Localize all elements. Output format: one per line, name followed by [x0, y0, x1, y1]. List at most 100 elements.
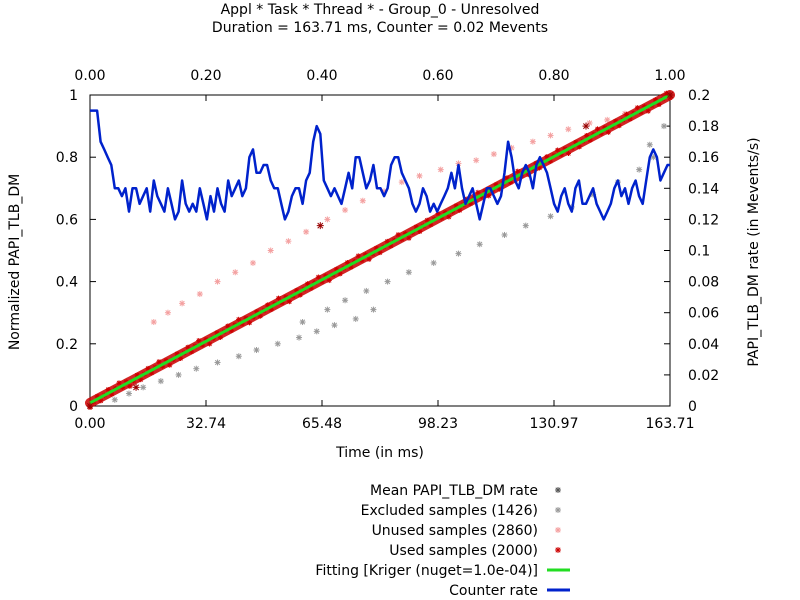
used-sample-point — [457, 207, 463, 213]
used-sample-point — [584, 133, 590, 139]
x-tick-label: 98.23 — [418, 416, 458, 432]
excluded-sample-point — [455, 250, 462, 257]
y-right-tick-label: 0.1 — [688, 244, 710, 260]
y-right-tick-label: 0.08 — [688, 275, 719, 291]
excluded-sample-point — [299, 319, 306, 326]
y-left-tick-label: 0.8 — [56, 150, 78, 166]
excluded-sample-point — [646, 141, 653, 148]
used-sample-point — [297, 292, 303, 298]
excluded-sample-point — [140, 384, 147, 391]
used-sample-point — [315, 274, 321, 280]
used-sample-point — [395, 232, 401, 238]
excluded-sample-point — [111, 396, 118, 403]
used-sample-point — [156, 359, 162, 365]
excluded-sample-point — [660, 123, 667, 130]
used-sample-point — [486, 193, 492, 199]
used-sample-point — [326, 278, 332, 284]
legend-label: Counter rate — [449, 583, 538, 599]
x-tick-label: 0.00 — [74, 416, 105, 432]
used-sample-point — [98, 398, 104, 404]
unused-sample-point — [455, 160, 462, 167]
used-sample-point — [286, 299, 292, 305]
unused-sample-point — [359, 197, 366, 204]
excluded-sample-point — [522, 222, 529, 229]
used-sample-point — [666, 91, 674, 99]
unused-sample-point — [437, 166, 444, 173]
used-sample-point — [225, 323, 231, 329]
used-sample-point — [424, 217, 430, 223]
excluded-sample-point — [342, 297, 349, 304]
used-sample-point — [132, 383, 140, 391]
excluded-sample-point — [235, 353, 242, 360]
unused-sample-point — [196, 291, 203, 298]
used-sample-point — [145, 365, 151, 371]
excluded-sample-point — [193, 365, 200, 372]
used-sample-point — [475, 189, 481, 195]
legend-label: Mean PAPI_TLB_DM rate — [370, 483, 538, 499]
excluded-sample-point — [125, 390, 132, 397]
unused-sample-point — [473, 157, 480, 164]
used-sample-point — [257, 313, 263, 319]
legend-marker-swatch — [555, 507, 561, 513]
excluded-sample-point — [175, 371, 182, 378]
used-sample-point — [504, 175, 510, 181]
excluded-sample-point — [313, 328, 320, 335]
used-sample-point — [537, 165, 542, 171]
used-sample-point — [576, 144, 582, 150]
unused-sample-point — [324, 216, 331, 223]
series-fitting — [89, 93, 671, 405]
series-counter-rate — [90, 109, 670, 221]
y-right-tick-label: 0.04 — [688, 337, 719, 353]
used-sample-point — [207, 341, 213, 347]
x2-tick-label: 0.40 — [306, 68, 337, 84]
excluded-sample-point — [296, 334, 303, 341]
used-sample-point — [178, 356, 184, 362]
used-sample-point — [265, 302, 271, 308]
x2-tick-label: 0.20 — [190, 68, 221, 84]
y-right-axis-label: PAPI_TLB_DM rate (in Mevents/s) — [746, 137, 762, 366]
excluded-sample-point — [214, 359, 221, 366]
used-sample-point — [446, 214, 452, 220]
used-sample-point — [555, 147, 561, 153]
used-sample-point — [645, 108, 651, 114]
used-sample-point — [377, 250, 383, 256]
y-right-ticks: 0 0.02 0.04 0.06 0.08 0.1 0.12 0.14 0.16 0.18 0.2 — [664, 88, 719, 415]
y-left-tick-label: 0 — [69, 399, 78, 415]
legend-marker-swatch — [555, 527, 561, 533]
used-sample-point — [582, 122, 590, 130]
counter-rate-line — [90, 109, 670, 221]
x-tick-label: 65.48 — [302, 416, 342, 432]
legend-marker-swatch — [555, 487, 561, 493]
x2-tick-label: 0.00 — [74, 68, 105, 84]
unused-sample-point — [586, 119, 593, 126]
x-ticks: 0.00 32.74 65.48 98.23 130.97 163.71 — [74, 95, 695, 432]
used-sample-point — [366, 256, 372, 262]
used-sample-point — [86, 402, 94, 410]
used-sample-point — [566, 151, 571, 157]
y-right-tick-label: 0.12 — [688, 212, 719, 228]
used-sample-point — [406, 235, 412, 241]
used-sample-point — [515, 168, 521, 174]
legend-label: Excluded samples (1426) — [361, 503, 538, 519]
used-sample-point — [138, 377, 144, 383]
x2-ticks: 0.00 0.20 0.40 0.60 0.80 1.00 — [74, 68, 686, 99]
x2-tick-label: 0.80 — [538, 68, 569, 84]
series-unused — [150, 104, 646, 326]
x-tick-label: 32.74 — [186, 416, 226, 432]
used-sample-point — [337, 271, 343, 277]
x2-tick-label: 1.00 — [654, 68, 685, 84]
used-sample-point — [196, 337, 202, 343]
y-left-axis-label: Normalized PAPI_TLB_DM — [7, 174, 23, 350]
x-tick-label: 130.97 — [530, 416, 579, 432]
fitting-line — [89, 93, 671, 405]
unused-sample-point — [164, 309, 171, 316]
unused-sample-point — [214, 278, 221, 285]
unused-sample-point — [565, 126, 572, 133]
excluded-sample-point — [157, 378, 164, 385]
unused-sample-point — [398, 179, 405, 186]
unused-sample-point — [232, 269, 239, 276]
y-left-tick-label: 0.6 — [56, 212, 78, 228]
used-sample-point — [127, 383, 133, 389]
used-sample-point — [656, 102, 662, 108]
used-sample-point — [544, 154, 550, 160]
